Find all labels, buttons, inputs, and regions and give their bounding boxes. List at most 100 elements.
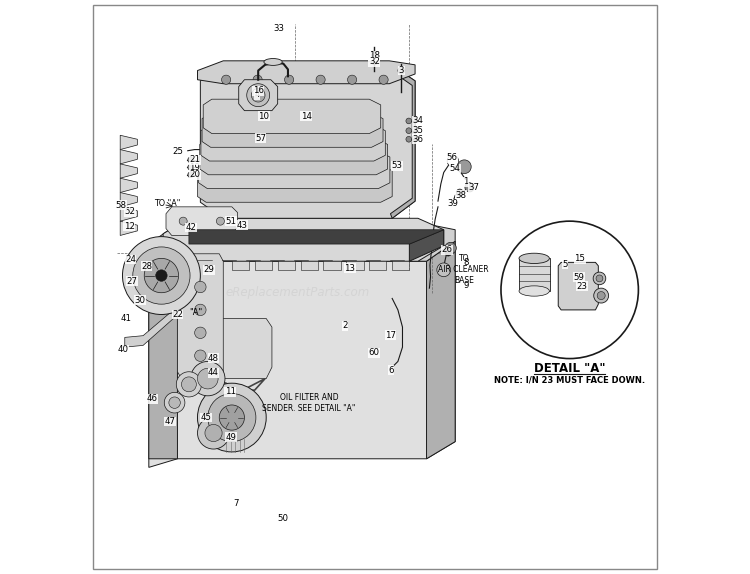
Text: 35: 35 [413, 126, 424, 135]
Polygon shape [346, 259, 364, 270]
Circle shape [316, 75, 326, 84]
Text: 33: 33 [273, 24, 284, 33]
Polygon shape [124, 310, 173, 347]
Text: 39: 39 [448, 200, 458, 208]
Circle shape [190, 362, 225, 396]
Text: 12: 12 [124, 222, 135, 231]
Text: eReplacementParts.com: eReplacementParts.com [226, 286, 370, 299]
Text: 22: 22 [172, 310, 183, 319]
Circle shape [176, 372, 202, 397]
Polygon shape [199, 152, 390, 188]
Circle shape [197, 369, 218, 389]
Text: 34: 34 [413, 117, 424, 126]
Circle shape [406, 118, 412, 124]
Text: 14: 14 [301, 112, 312, 121]
Polygon shape [120, 207, 137, 221]
Polygon shape [203, 99, 381, 134]
Polygon shape [389, 64, 415, 218]
Text: 26: 26 [442, 245, 453, 254]
Circle shape [164, 393, 185, 413]
Polygon shape [232, 259, 249, 270]
Circle shape [593, 272, 606, 285]
Text: OIL FILTER AND
SENDER. SEE DETAIL "A": OIL FILTER AND SENDER. SEE DETAIL "A" [262, 393, 356, 413]
Polygon shape [120, 164, 137, 178]
Circle shape [253, 75, 262, 84]
Text: 25: 25 [172, 147, 183, 156]
Text: 10: 10 [259, 112, 269, 121]
Text: 60: 60 [368, 348, 380, 358]
Circle shape [188, 157, 194, 163]
Circle shape [371, 52, 377, 58]
Polygon shape [189, 230, 444, 244]
Text: 28: 28 [141, 262, 152, 271]
Circle shape [195, 304, 206, 316]
Text: 47: 47 [164, 417, 176, 426]
Text: 8: 8 [464, 258, 470, 267]
Circle shape [347, 75, 357, 84]
Text: 38: 38 [455, 191, 466, 200]
Text: 19: 19 [189, 163, 200, 172]
Circle shape [465, 183, 474, 192]
Text: DETAIL "A": DETAIL "A" [534, 362, 605, 375]
Text: 57: 57 [255, 134, 266, 142]
Text: 15: 15 [574, 254, 586, 263]
Text: 29: 29 [203, 265, 214, 274]
Circle shape [182, 377, 196, 392]
Circle shape [205, 424, 222, 441]
Polygon shape [410, 230, 444, 261]
Circle shape [188, 165, 194, 170]
Polygon shape [136, 268, 146, 281]
Polygon shape [195, 319, 272, 379]
Text: 44: 44 [208, 369, 219, 377]
Text: 40: 40 [118, 346, 128, 355]
Text: 36: 36 [413, 135, 424, 144]
Text: 30: 30 [135, 296, 146, 305]
Circle shape [217, 217, 224, 225]
Circle shape [371, 59, 377, 65]
Circle shape [188, 172, 194, 177]
Ellipse shape [519, 253, 549, 263]
Circle shape [122, 236, 200, 315]
Polygon shape [519, 258, 550, 291]
Text: 58: 58 [116, 201, 127, 210]
Text: 45: 45 [200, 413, 211, 422]
Circle shape [219, 405, 245, 430]
Text: 11: 11 [225, 387, 236, 396]
Circle shape [195, 327, 206, 339]
Polygon shape [148, 224, 455, 261]
Text: 50: 50 [278, 514, 289, 523]
Circle shape [501, 221, 638, 359]
Text: 21: 21 [189, 156, 200, 164]
Polygon shape [392, 259, 410, 270]
Text: "A": "A" [190, 308, 203, 317]
Circle shape [596, 275, 603, 282]
Circle shape [445, 249, 452, 256]
Text: 5: 5 [562, 259, 568, 269]
Ellipse shape [519, 286, 549, 296]
Circle shape [406, 137, 412, 142]
Circle shape [221, 75, 231, 84]
Circle shape [445, 242, 456, 254]
Circle shape [208, 394, 256, 441]
Text: 17: 17 [385, 331, 396, 340]
Text: 3: 3 [398, 66, 404, 75]
Text: 32: 32 [369, 57, 380, 67]
Text: 52: 52 [124, 207, 136, 216]
Circle shape [247, 84, 270, 107]
Polygon shape [369, 259, 386, 270]
Circle shape [458, 160, 471, 173]
Text: 59: 59 [574, 273, 584, 282]
Polygon shape [120, 150, 137, 164]
Circle shape [156, 270, 167, 281]
Polygon shape [255, 259, 272, 270]
Circle shape [197, 417, 230, 449]
Text: 48: 48 [208, 354, 219, 363]
Text: 16: 16 [253, 86, 264, 95]
Ellipse shape [264, 59, 282, 65]
Circle shape [398, 67, 405, 74]
Text: 2: 2 [343, 321, 348, 331]
Text: 9: 9 [464, 281, 470, 290]
Circle shape [406, 128, 412, 134]
Text: 24: 24 [125, 255, 136, 264]
Text: 6: 6 [388, 366, 394, 374]
